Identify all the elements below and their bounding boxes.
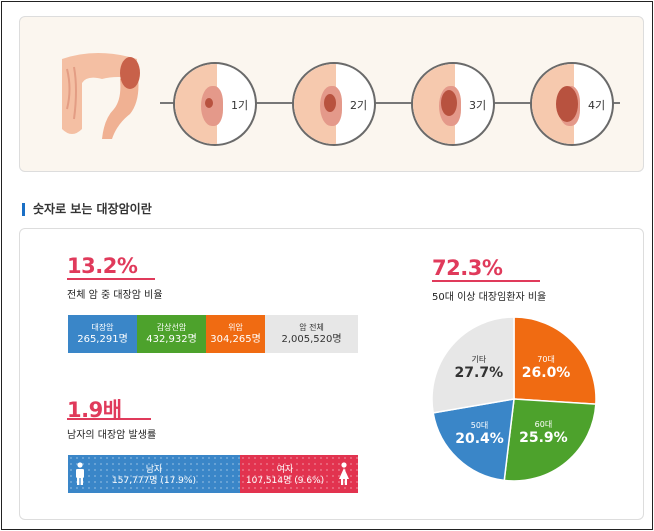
stat1-caption: 전체 암 중 대장암 비율 <box>67 290 163 301</box>
stage-3-label: 3기 <box>469 99 487 112</box>
gender-segment-male: 남자 157,777명 (17.9%) <box>68 455 240 493</box>
bar-segment-value: 2,005,520명 <box>281 334 342 345</box>
bar-segment-label: 갑상선암 <box>156 323 187 332</box>
female-value: 107,514명 (9.6%) <box>245 476 325 486</box>
stat3-value: 72.3% <box>432 256 503 280</box>
pie-slice-4 <box>431 316 515 414</box>
bar-segment-colorectal: 대장암 265,291명 <box>68 315 137 353</box>
pie-label-value: 26.0% <box>521 364 571 381</box>
stage-2-label: 2기 <box>350 99 368 112</box>
male-value: 157,777명 (17.9%) <box>112 476 196 486</box>
stage-3-circle: 3기 <box>411 62 495 146</box>
male-label: 남자 <box>145 465 163 475</box>
gender-segment-female: 여자 107,514명 (9.6%) <box>240 455 358 493</box>
stat2-underline <box>67 418 151 420</box>
stat2-caption: 남자의 대장암 발생률 <box>67 430 157 441</box>
stage-1-circle: 1기 <box>173 62 257 146</box>
stage-4-circle: 4기 <box>530 62 614 146</box>
stage-1-label: 1기 <box>231 99 249 112</box>
pie-label-2: 60대 25.9% <box>518 420 568 447</box>
stat1-underline <box>67 278 155 280</box>
pie-label-value: 25.9% <box>519 430 568 447</box>
age-pie-chart: 70대 26.0% 60대 25.9% 50대 20.4% 기타 27.7% <box>431 316 597 482</box>
pie-label-value: 20.4% <box>455 431 504 448</box>
pie-slice-1 <box>513 316 597 405</box>
bar-segment-all-cancer: 암 전체 2,005,520명 <box>265 315 358 353</box>
stage-illustration-panel: 1기 2기 3기 4기 <box>19 16 644 172</box>
male-person-icon <box>76 462 84 485</box>
pie-label-name: 50대 <box>470 421 489 431</box>
bar-segment-label: 암 전체 <box>299 323 324 332</box>
female-person-icon <box>339 462 349 485</box>
section-title: 숫자로 보는 대장암이란 <box>22 203 152 216</box>
bar-segment-thyroid: 갑상선암 432,932명 <box>137 315 206 353</box>
female-text: 여자 107,514명 (9.6%) <box>240 465 330 487</box>
colon-illustration <box>62 53 140 139</box>
bar-segment-stomach: 위암 304,265명 <box>206 315 265 353</box>
bar-segment-value: 265,291명 <box>77 334 128 345</box>
female-label: 여자 <box>276 465 294 475</box>
pie-label-name: 60대 <box>534 420 553 430</box>
stat3-underline <box>432 280 540 282</box>
pie-label-value: 27.7% <box>454 365 504 382</box>
stage-4-label: 4기 <box>588 99 606 112</box>
bar-segment-label: 위암 <box>228 323 243 332</box>
gender-bar: 남자 157,777명 (17.9%) 여자 107,514명 (9.6%) <box>68 455 358 493</box>
pie-label-3: 50대 20.4% <box>455 421 505 448</box>
cancer-count-bar: 대장암 265,291명 갑상선암 432,932명 위암 304,265명 암… <box>68 315 358 353</box>
pie-slice-3 <box>432 398 515 482</box>
pie-label-name: 70대 <box>537 354 555 364</box>
pie-label-1: 70대 26.0% <box>521 355 571 382</box>
pie-label-4: 기타 27.7% <box>454 355 504 382</box>
stat3-caption: 50대 이상 대장임환자 비율 <box>432 292 547 303</box>
stage-connector-line <box>160 102 620 104</box>
male-text: 남자 157,777명 (17.9%) <box>68 465 240 487</box>
stage-2-circle: 2기 <box>292 62 376 146</box>
pie-slice-2 <box>503 398 597 482</box>
bar-segment-value: 432,932명 <box>146 334 197 345</box>
stat1-value: 13.2% <box>67 254 138 278</box>
pie-label-name: 기타 <box>471 355 487 365</box>
bar-segment-label: 대장암 <box>91 323 114 332</box>
bar-segment-value: 304,265명 <box>210 334 261 345</box>
